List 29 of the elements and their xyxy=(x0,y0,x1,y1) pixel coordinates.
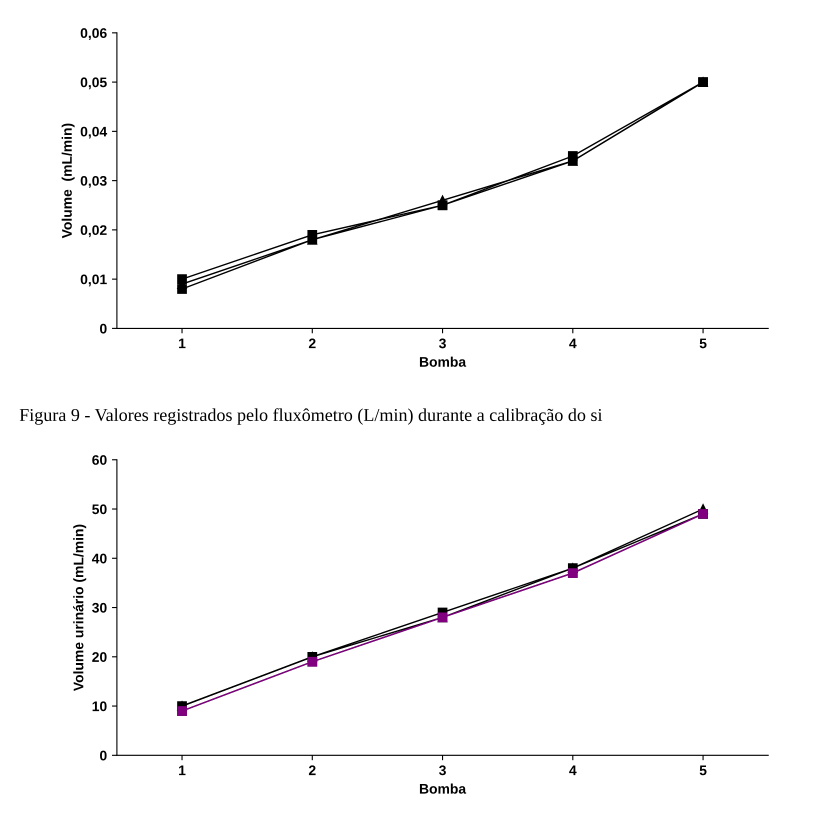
x-tick-label: 4 xyxy=(569,338,577,348)
y-tick-label: 0,02 xyxy=(80,225,107,238)
y-tick-label: 0,01 xyxy=(80,274,107,286)
y-tick-label: 60 xyxy=(92,455,107,465)
x-tick-label: 5 xyxy=(700,338,707,348)
y-tick-label: 50 xyxy=(92,504,107,514)
y-tick-label: 30 xyxy=(92,602,107,613)
y-tick-label: 0,04 xyxy=(80,126,108,139)
x-axis-title: Bomba xyxy=(420,356,466,367)
x-axis-title: Bomba xyxy=(420,784,466,794)
x-tick-label: 2 xyxy=(308,765,316,776)
y-axis-title: Volume urinário (mL/min) xyxy=(73,524,86,692)
y-axis-title: Volume (mL/min) xyxy=(62,124,75,238)
x-tick-label: 2 xyxy=(308,338,316,348)
y-tick-label: 0,03 xyxy=(80,176,107,188)
x-tick-label: 5 xyxy=(700,766,707,776)
x-tick-label: 1 xyxy=(179,338,186,348)
y-tick-label: 40 xyxy=(92,554,107,564)
y-tick-label: 0 xyxy=(100,750,107,760)
y-tick-label: 20 xyxy=(92,652,107,662)
y-tick-label: 0,06 xyxy=(80,28,107,40)
y-tick-label: 10 xyxy=(92,701,107,712)
x-tick-label: 4 xyxy=(569,766,577,776)
text: Figura 9 - Valores registrados pelo fluxômetro (L/min) durante a calibração do si xyxy=(20,408,602,425)
x-tick-label: 3 xyxy=(439,338,446,348)
x-tick-label: 1 xyxy=(179,766,186,776)
y-tick-label: 0,05 xyxy=(80,77,107,90)
x-tick-label: 3 xyxy=(439,765,446,776)
y-tick-label: 0 xyxy=(100,324,107,334)
